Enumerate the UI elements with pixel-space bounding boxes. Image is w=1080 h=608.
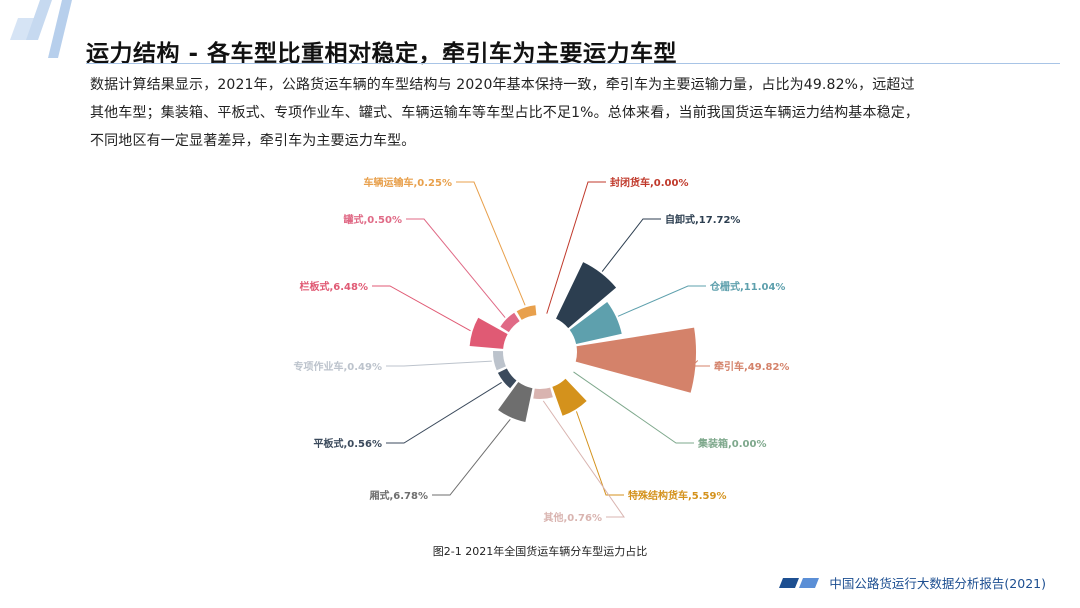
leader-line [690,360,710,367]
rose-sector [516,305,537,320]
leader-line [573,371,694,444]
leader-line [456,181,526,306]
slice-label: 平板式,0.56% [314,437,383,450]
slice-label: 其他,0.76% [544,511,603,524]
leader-line [372,285,471,332]
title-divider [86,63,1060,64]
slice-label: 封闭货车,0.00% [610,176,689,189]
rose-center [504,316,576,388]
header-decoration [10,0,72,58]
slice-label: 罐式,0.50% [343,213,403,226]
body-paragraph: 数据计算结果显示，2021年，公路货运车辆的车型结构与 2020年基本保持一致，… [90,71,1025,155]
leader-line [546,181,606,314]
leader-line [406,218,506,318]
slice-label: 特殊结构货车,5.59% [628,489,727,502]
rose-sector [552,378,587,416]
slice-label: 车辆运输车,0.25% [364,176,453,189]
slice-label: 集装箱,0.00% [697,437,767,450]
slice-label: 栏板式,6.48% [300,280,369,293]
rose-sector [500,312,520,333]
footer-logo-icon [779,577,820,588]
slice-label: 自卸式,17.72% [665,213,740,226]
footer-text: 中国公路货运行大数据分析报告(2021) [829,576,1046,591]
page-title: 运力结构 - 各车型比重相对稳定，牵引车为主要运力车型 [86,41,678,67]
rose-sector [569,301,622,344]
slice-label: 专项作业车,0.49% [294,360,383,373]
rose-sector [469,317,508,349]
leader-line [432,418,511,496]
rose-sector [493,350,506,371]
rose-sector [498,381,533,423]
footer: 中国公路货运行大数据分析报告(2021) [779,573,1046,592]
chart-caption: 图2-1 2021年全国货运车辆分车型运力占比 [432,545,648,558]
rose-chart: 封闭货车,0.00% 自卸式,17.72% 仓栅式,11.04% 牵引车,49.82%… [294,176,790,524]
rose-sector [533,387,553,399]
body-line: 不同地区有一定显著差异，牵引车为主要运力车型。 [90,133,416,149]
slice-label: 厢式,6.78% [370,489,429,502]
leader-line [386,382,502,444]
leader-line [575,411,624,496]
leader-line [386,360,492,367]
rose-sector [556,262,617,329]
body-line: 数据计算结果显示，2021年，公路货运车辆的车型结构与 2020年基本保持一致，… [90,77,915,93]
body-line: 其他车型；集装箱、平板式、专项作业车、罐式、车辆运输车等车型占比不足1%。总体来… [90,105,920,121]
leader-line [601,218,661,272]
slice-label: 仓栅式,11.04% [709,280,785,293]
leader-line [542,400,625,518]
leader-line [617,285,706,317]
rose-sector [497,368,517,389]
rose-sector [575,327,696,393]
slice-label: 牵引车,49.82% [714,360,789,373]
